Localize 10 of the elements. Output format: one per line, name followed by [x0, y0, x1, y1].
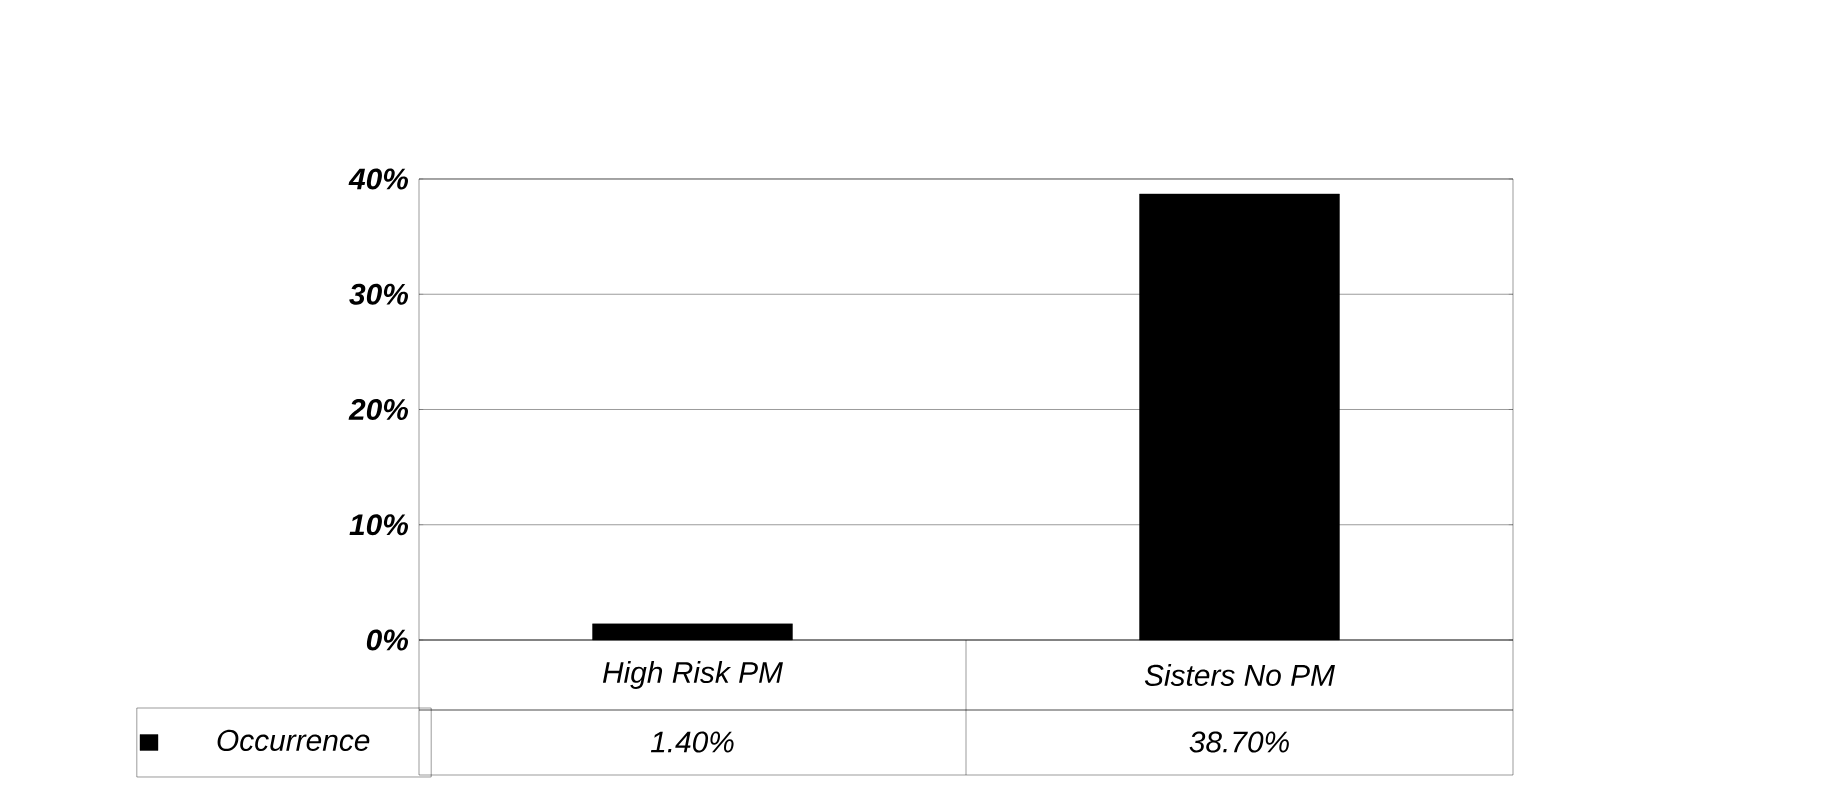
legend-label: Occurrence	[217, 729, 370, 751]
y-tick-label: 20%	[348, 398, 409, 421]
x-tick-label: Sisters No PM	[1144, 664, 1335, 686]
y-tick-label: 10%	[349, 514, 409, 536]
y-tick-label: 0%	[366, 629, 409, 651]
data-label: 1.40%	[650, 731, 734, 753]
y-tick-label: 30%	[349, 283, 409, 305]
y-tick-label: 40%	[348, 168, 409, 190]
x-tick-label: High Risk PM	[602, 661, 783, 689]
data-label: 38.70%	[1189, 731, 1289, 753]
